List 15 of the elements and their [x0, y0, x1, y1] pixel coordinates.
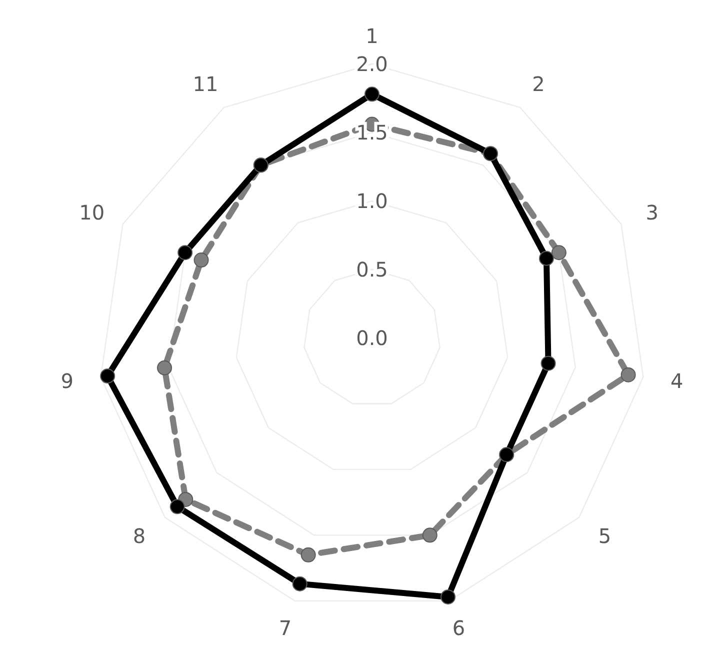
y-tick-label: 2.0	[356, 52, 388, 76]
spoke-label: 4	[670, 368, 684, 393]
spoke-label: 11	[192, 72, 218, 96]
spoke-label: 6	[452, 616, 466, 640]
spoke-label: 9	[60, 368, 74, 393]
spoke-label: 2	[532, 72, 545, 96]
spoke-label: 1	[366, 24, 378, 48]
spoke-label: 10	[79, 200, 105, 225]
y-tick-label: 1.0	[356, 189, 388, 213]
spoke-label: 5	[598, 524, 612, 548]
spoke-label: 3	[646, 200, 659, 225]
spoke-label: 7	[278, 616, 292, 640]
y-tick-label: 0.5	[356, 258, 388, 282]
spoke-label: 8	[132, 524, 146, 548]
y-tick-label: 0.0	[356, 326, 388, 350]
